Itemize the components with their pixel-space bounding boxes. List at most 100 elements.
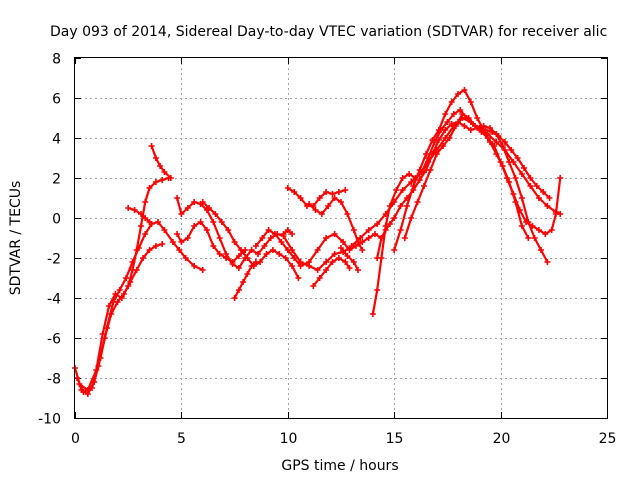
data-point bbox=[408, 179, 415, 185]
data-point bbox=[427, 167, 434, 173]
data-point bbox=[146, 247, 153, 253]
data-point bbox=[514, 155, 521, 161]
data-point bbox=[442, 127, 449, 133]
data-point bbox=[531, 235, 538, 241]
data-point bbox=[410, 183, 417, 189]
data-point bbox=[248, 263, 255, 269]
data-point bbox=[446, 135, 453, 141]
x-tick-labels: 0 5 10 15 20 25 bbox=[71, 431, 616, 447]
data-point bbox=[323, 267, 330, 273]
data-point bbox=[491, 143, 498, 149]
data-point bbox=[459, 111, 466, 117]
data-point bbox=[538, 247, 544, 253]
data-point bbox=[218, 219, 225, 225]
data-point bbox=[386, 221, 393, 227]
data-point bbox=[344, 253, 351, 259]
data-point bbox=[278, 239, 285, 245]
data-point bbox=[521, 165, 527, 171]
series-line bbox=[339, 246, 360, 272]
data-point bbox=[318, 211, 325, 217]
data-point bbox=[248, 247, 255, 253]
data-point bbox=[399, 187, 406, 193]
data-point bbox=[314, 267, 321, 273]
data-point bbox=[197, 219, 204, 225]
data-point bbox=[240, 279, 247, 285]
data-point bbox=[116, 287, 123, 293]
data-point bbox=[284, 227, 291, 233]
series-track-16 bbox=[369, 107, 553, 317]
data-point bbox=[84, 387, 91, 393]
series-line bbox=[201, 200, 300, 280]
data-point bbox=[99, 331, 106, 337]
data-point bbox=[80, 389, 87, 395]
data-point bbox=[191, 263, 198, 269]
y-tick-label: 0 bbox=[52, 212, 61, 228]
data-point bbox=[421, 183, 427, 189]
series-track-3 bbox=[76, 175, 172, 393]
data-point bbox=[546, 195, 553, 201]
series-track-14 bbox=[310, 255, 353, 289]
data-point bbox=[342, 187, 349, 193]
data-point bbox=[450, 111, 457, 117]
series-track-4 bbox=[125, 205, 153, 225]
data-point bbox=[174, 231, 181, 237]
data-point bbox=[508, 147, 515, 153]
data-point bbox=[461, 123, 468, 129]
data-point bbox=[406, 171, 413, 177]
data-point bbox=[106, 303, 112, 309]
data-point bbox=[408, 215, 415, 221]
data-point bbox=[157, 163, 164, 169]
data-point bbox=[93, 367, 100, 373]
data-point bbox=[435, 137, 442, 143]
data-point bbox=[306, 259, 313, 265]
data-point bbox=[229, 261, 236, 267]
data-point bbox=[542, 231, 549, 237]
data-point bbox=[216, 251, 223, 257]
data-point bbox=[89, 385, 95, 391]
data-point bbox=[159, 241, 166, 247]
data-point bbox=[108, 311, 115, 317]
x-tick-label: 15 bbox=[386, 431, 404, 447]
data-point bbox=[176, 247, 183, 253]
data-point bbox=[112, 291, 119, 297]
data-point bbox=[235, 253, 242, 259]
data-point bbox=[329, 191, 336, 197]
data-point bbox=[133, 247, 140, 253]
series-line bbox=[78, 176, 170, 392]
data-point bbox=[504, 175, 510, 181]
data-point bbox=[525, 235, 532, 241]
data-point bbox=[184, 235, 191, 241]
data-point bbox=[397, 227, 404, 233]
data-point bbox=[344, 211, 351, 217]
data-point bbox=[191, 223, 198, 229]
data-point bbox=[125, 283, 132, 289]
data-point bbox=[244, 271, 251, 277]
data-point bbox=[527, 183, 534, 189]
data-point bbox=[263, 251, 270, 257]
data-point bbox=[244, 255, 251, 261]
data-point bbox=[472, 123, 479, 129]
data-point bbox=[461, 87, 468, 93]
data-point bbox=[148, 143, 155, 149]
data-point bbox=[455, 91, 461, 97]
data-point bbox=[140, 255, 147, 261]
x-tick-label: 20 bbox=[493, 431, 511, 447]
data-point bbox=[199, 199, 206, 205]
data-point bbox=[289, 231, 296, 237]
data-point bbox=[487, 125, 493, 131]
data-series bbox=[72, 87, 564, 397]
data-point bbox=[152, 155, 159, 161]
data-point bbox=[142, 231, 149, 237]
data-point bbox=[310, 283, 317, 289]
data-point bbox=[350, 227, 357, 233]
data-point bbox=[331, 231, 338, 237]
data-point bbox=[312, 207, 319, 213]
data-point bbox=[323, 259, 330, 265]
data-point bbox=[342, 259, 349, 265]
data-point bbox=[323, 235, 330, 241]
data-point bbox=[282, 255, 289, 261]
data-point bbox=[493, 131, 500, 137]
data-point bbox=[399, 175, 406, 181]
data-point bbox=[386, 203, 393, 209]
